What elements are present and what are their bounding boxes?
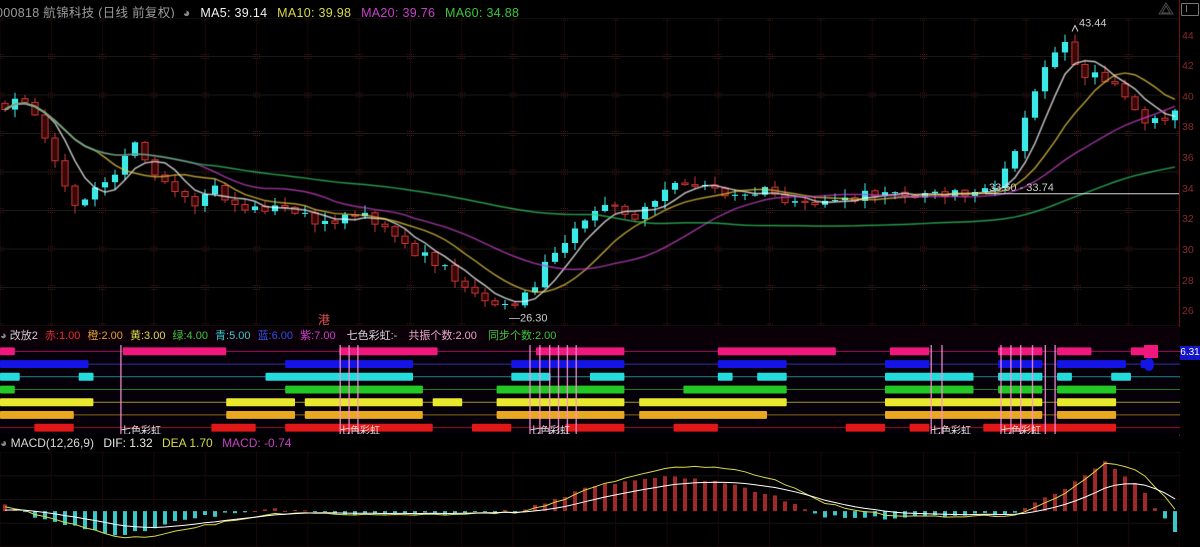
svg-text:43.44: 43.44: [1079, 18, 1107, 30]
svg-text:33.60 - 33.74: 33.60 - 33.74: [989, 182, 1054, 194]
svg-text:—26.30: —26.30: [509, 313, 548, 325]
svg-text:港: 港: [318, 313, 330, 326]
